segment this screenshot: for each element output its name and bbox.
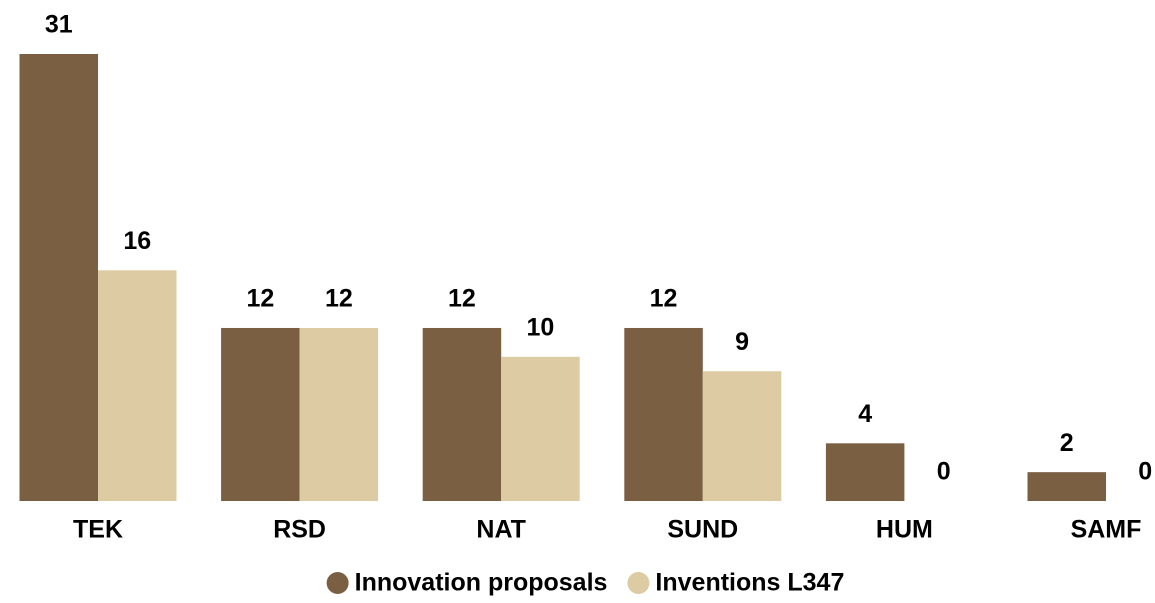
x-tick-label: SAMF xyxy=(1071,516,1142,544)
value-label: 10 xyxy=(527,313,555,341)
value-label: 12 xyxy=(448,285,476,313)
value-label: 2 xyxy=(1060,429,1074,457)
bar xyxy=(1027,472,1106,501)
bar xyxy=(299,327,379,501)
value-label: 0 xyxy=(937,458,951,486)
x-tick-label: SUND xyxy=(667,516,738,544)
bar xyxy=(422,327,502,501)
bar xyxy=(825,443,905,501)
bar xyxy=(98,270,177,501)
value-label: 31 xyxy=(45,11,73,39)
legend-label: Inventions L347 xyxy=(655,569,844,597)
legend-marker xyxy=(627,572,650,594)
value-label: 9 xyxy=(735,328,749,356)
bar xyxy=(702,371,782,501)
value-label: 4 xyxy=(858,400,872,428)
x-tick-label: NAT xyxy=(476,516,526,544)
value-label: 0 xyxy=(1138,458,1152,486)
legend-label: Innovation proposals xyxy=(355,569,608,597)
bar xyxy=(19,54,98,501)
value-label: 12 xyxy=(325,285,353,313)
legend-marker xyxy=(326,572,349,594)
value-label: 12 xyxy=(650,285,678,313)
bar xyxy=(221,327,300,501)
bar xyxy=(501,356,580,501)
x-tick-label: HUM xyxy=(876,516,933,544)
x-tick-label: RSD xyxy=(273,516,326,544)
bar xyxy=(624,327,703,501)
value-label: 16 xyxy=(123,227,151,255)
x-tick-label: TEK xyxy=(73,516,123,544)
value-label: 12 xyxy=(246,285,274,313)
